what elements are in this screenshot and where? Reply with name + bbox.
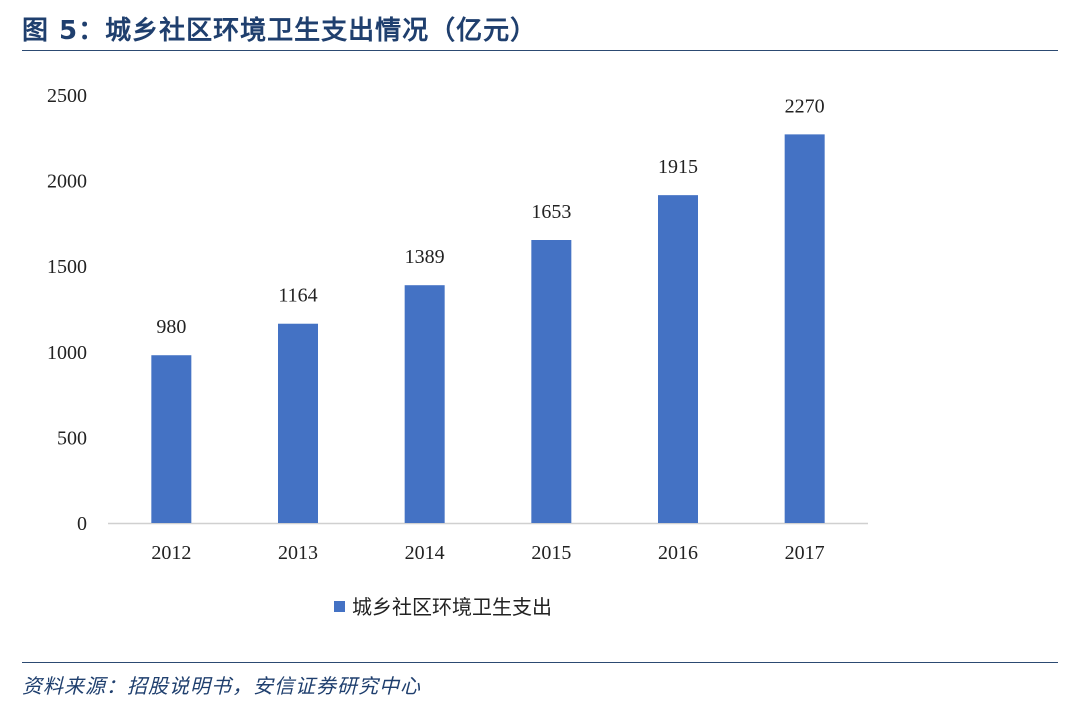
y-tick-label: 2500: [47, 85, 87, 107]
x-tick-label: 2012: [151, 542, 191, 564]
y-tick-label: 1500: [47, 256, 87, 278]
source-divider: [22, 662, 1058, 663]
data-label-2013: 1164: [278, 285, 317, 307]
bar-2016: [658, 195, 698, 524]
bar-2015: [531, 240, 572, 523]
bar-2014: [404, 285, 445, 523]
x-tick-label: 2016: [658, 542, 698, 564]
data-label-2012: 980: [156, 316, 186, 338]
x-tick-label: 2015: [531, 542, 571, 564]
legend: 城乡社区环境卫生支出: [334, 595, 552, 619]
x-axis: 2012 2013 2014 2015 2016 2017: [151, 542, 824, 564]
y-tick-label: 1000: [47, 342, 87, 364]
x-tick-label: 2017: [785, 542, 825, 564]
bar-2017: [784, 134, 825, 523]
x-tick-label: 2014: [405, 542, 445, 564]
y-tick-label: 0: [77, 513, 87, 535]
bar-2012: [151, 355, 192, 523]
data-label-2016: 1915: [658, 156, 698, 178]
data-label-2017: 2270: [785, 95, 825, 117]
x-tick-label: 2013: [278, 542, 318, 564]
data-label-2015: 1653: [531, 201, 571, 223]
data-labels: 980 1164 1389 1653 1915 2270: [156, 95, 824, 338]
source-note: 资料来源：招股说明书，安信证券研究中心: [22, 674, 421, 698]
title-divider: [22, 50, 1058, 51]
legend-label: 城乡社区环境卫生支出: [352, 595, 552, 619]
data-label-2014: 1389: [405, 246, 445, 268]
bars: [151, 134, 825, 524]
figure-title: 图 5：城乡社区环境卫生支出情况（亿元）: [22, 16, 538, 46]
legend-swatch: [334, 601, 345, 612]
bar-2013: [278, 323, 318, 523]
y-tick-label: 2000: [47, 171, 87, 193]
y-tick-label: 500: [57, 427, 87, 449]
y-axis: 0 500 1000 1500 2000 2500: [47, 85, 87, 535]
